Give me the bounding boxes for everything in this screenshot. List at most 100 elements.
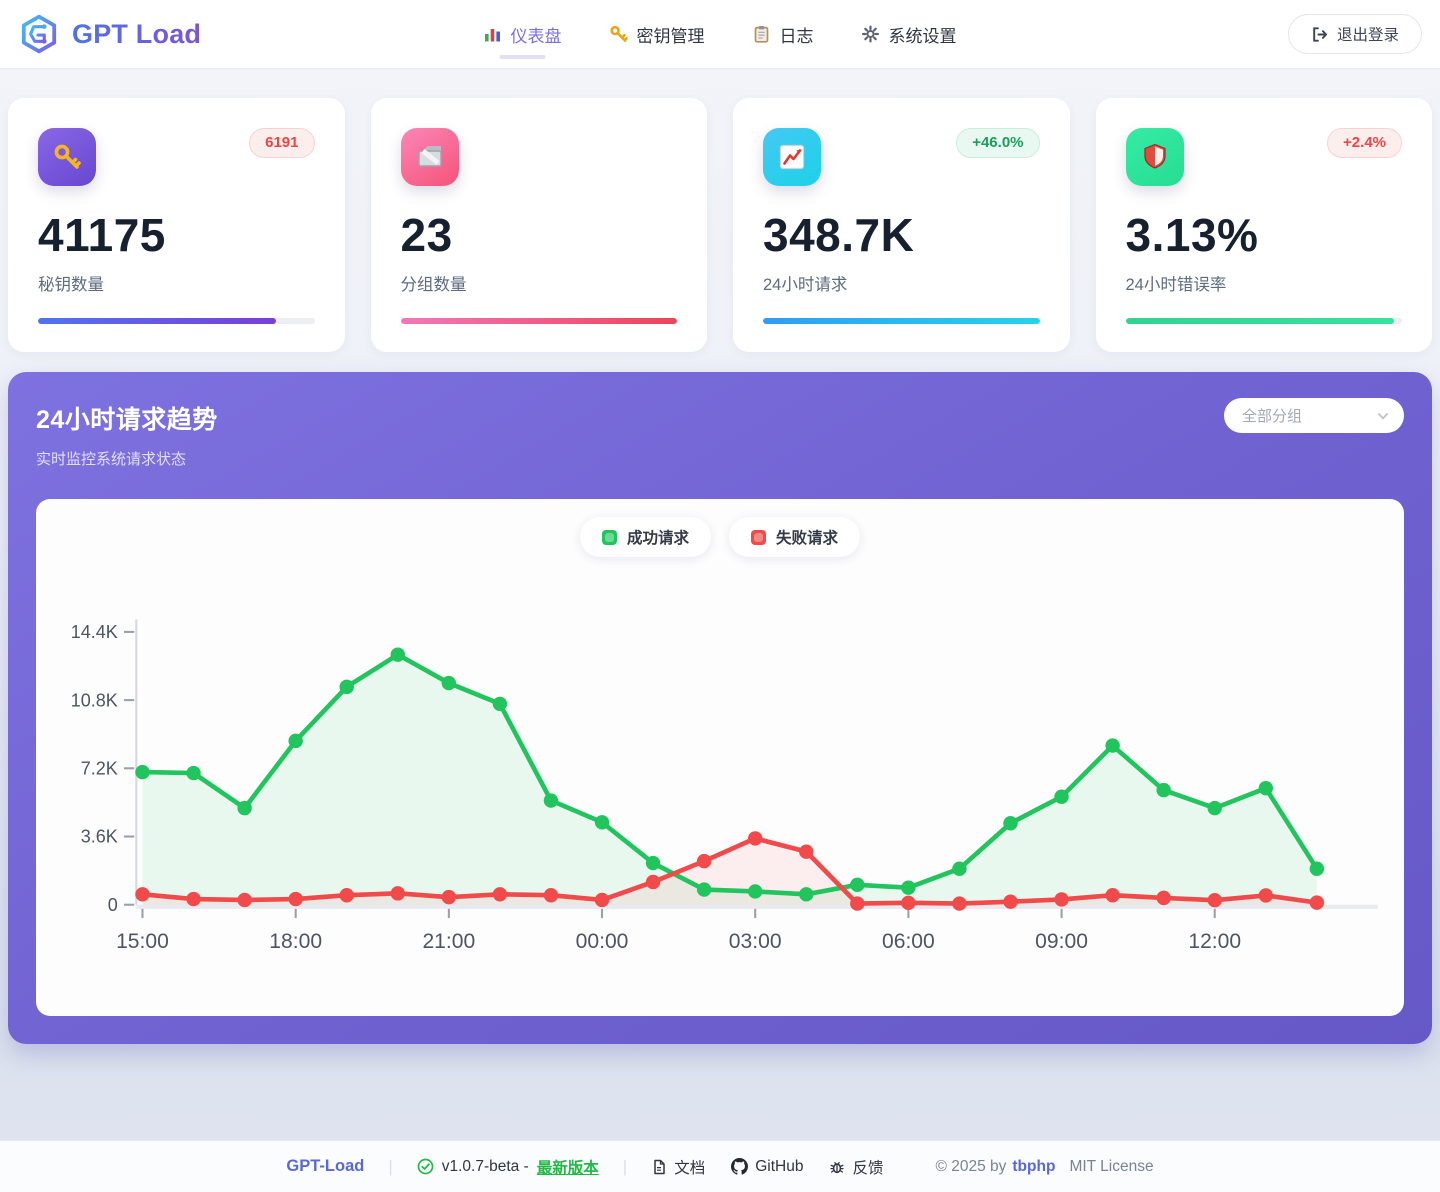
card-index-icon	[400, 128, 459, 186]
stat-label: 秘钥数量	[38, 276, 104, 294]
latest-version-link[interactable]: 最新版本	[536, 1159, 599, 1177]
trend-chart-svg: 0 3.6K 7.2K 10.8K 14.4K 15:00 18:00 21:00 00:00 0…	[71, 619, 1378, 953]
progress-track	[38, 318, 315, 324]
nav-label: 密钥管理	[636, 26, 705, 46]
stat-card-keys: 6191 41175 秘钥数量	[8, 98, 345, 352]
svg-text:0: 0	[108, 895, 118, 915]
progress-track	[400, 318, 677, 324]
clipboard-icon	[753, 25, 771, 43]
nav-item-dashboard[interactable]: 仪表盘	[482, 16, 564, 53]
chart-card: 成功请求 失败请求 0 3.6K 7.2K 10.8K 14.4K 15:00 18:00 2…	[36, 499, 1404, 1016]
legend-success[interactable]: 成功请求	[579, 517, 711, 557]
stat-card-groups: 23 分组数量	[370, 98, 707, 352]
stat-value: 41175	[38, 209, 166, 261]
group-select-dropdown[interactable]: 全部分组	[1224, 398, 1404, 433]
footer-divider: |	[622, 1156, 628, 1176]
svg-text:3.6K: 3.6K	[81, 827, 118, 847]
footer-brand: GPT-Load	[286, 1157, 365, 1175]
main-content: 6191 41175 秘钥数量 23 分组数量	[0, 68, 1440, 1140]
brand: GPT Load	[18, 13, 201, 55]
copyright-text: © 2025 by	[935, 1157, 1007, 1175]
progress-track	[1125, 318, 1402, 324]
svg-text:06:00: 06:00	[882, 930, 935, 953]
svg-text:03:00: 03:00	[729, 930, 782, 953]
nav-label: 系统设置	[888, 26, 957, 46]
progress-fill	[38, 318, 276, 324]
trend-subtitle: 实时监控系统请求状态	[36, 451, 187, 468]
trend-panel: 24小时请求趋势 实时监控系统请求状态 全部分组 成功请求 失败请求	[8, 372, 1432, 1044]
stats-row: 6191 41175 秘钥数量 23 分组数量	[8, 98, 1432, 352]
legend-label: 失败请求	[776, 530, 839, 547]
navbar: GPT Load 仪表盘 密钥管理	[0, 0, 1440, 68]
stat-card-error-rate: +2.4% 3.13% 24小时错误率	[1095, 98, 1432, 352]
stat-card-requests: +46.0% 348.7K 24小时请求	[733, 98, 1070, 352]
stat-badge: +2.4%	[1327, 128, 1402, 158]
trend-line-chart: 0 3.6K 7.2K 10.8K 14.4K 15:00 18:00 21:00 00:00 0…	[56, 565, 1384, 1008]
gear-icon	[862, 25, 880, 43]
main-nav: 仪表盘 密钥管理 日志	[482, 0, 959, 68]
stat-value: 3.13%	[1125, 209, 1259, 261]
svg-text:10.8K: 10.8K	[71, 690, 118, 710]
bar-chart-icon	[484, 25, 502, 43]
stat-badge: 6191	[249, 128, 315, 158]
group-select-value: 全部分组	[1242, 408, 1303, 425]
stat-label: 24小时请求	[763, 276, 848, 294]
nav-item-keys[interactable]: 密钥管理	[608, 16, 707, 53]
svg-text:7.2K: 7.2K	[81, 758, 118, 778]
chevron-down-icon	[1376, 409, 1390, 423]
legend-failure[interactable]: 失败请求	[729, 517, 861, 557]
footer-divider: |	[388, 1156, 393, 1176]
stat-value: 23	[400, 209, 453, 261]
footer: GPT-Load | v1.0.7-beta - 最新版本 | 文档	[0, 1140, 1440, 1192]
bug-icon	[829, 1159, 845, 1175]
stat-label: 24小时错误率	[1125, 276, 1227, 294]
stat-label: 分组数量	[400, 276, 467, 294]
key-icon	[610, 25, 628, 43]
chart-legend: 成功请求 失败请求	[56, 517, 1384, 557]
logout-button[interactable]: 退出登录	[1287, 14, 1422, 54]
nav-label: 日志	[779, 26, 814, 46]
author-link[interactable]: tbphp	[1012, 1157, 1056, 1175]
nav-item-logs[interactable]: 日志	[751, 16, 816, 53]
chart-increasing-icon	[763, 128, 821, 186]
stat-badge: +46.0%	[956, 128, 1040, 158]
docs-link[interactable]: 文档	[651, 1156, 705, 1178]
github-icon	[731, 1158, 749, 1175]
svg-text:00:00: 00:00	[576, 930, 629, 953]
logout-label: 退出登录	[1336, 27, 1399, 44]
success-swatch	[601, 529, 617, 545]
link-label: GitHub	[755, 1157, 804, 1175]
svg-text:18:00: 18:00	[269, 930, 322, 953]
link-label: 反馈	[852, 1159, 884, 1177]
stat-value: 348.7K	[763, 209, 915, 261]
svg-text:15:00: 15:00	[116, 930, 169, 953]
key-icon	[38, 128, 96, 186]
nav-item-settings[interactable]: 系统设置	[860, 16, 959, 53]
gpt-load-logo-icon	[18, 13, 60, 55]
legend-label: 成功请求	[626, 530, 689, 547]
brand-name: GPT Load	[72, 18, 202, 49]
progress-fill	[763, 318, 1040, 324]
progress-fill	[1125, 318, 1394, 324]
feedback-link[interactable]: 反馈	[829, 1156, 884, 1178]
logout-icon	[1311, 26, 1328, 43]
svg-text:21:00: 21:00	[422, 930, 475, 953]
trend-title: 24小时请求趋势	[36, 406, 218, 434]
github-link[interactable]: GitHub	[731, 1158, 803, 1176]
version-text: v1.0.7-beta -	[441, 1157, 529, 1175]
copyright: © 2025 by tbphp MIT License	[936, 1158, 1154, 1176]
document-icon	[651, 1159, 667, 1175]
svg-text:14.4K: 14.4K	[71, 622, 118, 642]
license-link[interactable]: MIT License	[1069, 1157, 1154, 1175]
svg-text:12:00: 12:00	[1188, 930, 1241, 953]
progress-track	[763, 318, 1040, 324]
link-label: 文档	[674, 1159, 706, 1177]
footer-links: 文档 GitHub 反馈	[651, 1156, 884, 1178]
failure-swatch	[751, 529, 766, 545]
shield-icon	[1125, 128, 1184, 186]
version-group: v1.0.7-beta - 最新版本	[417, 1156, 599, 1178]
progress-fill	[400, 318, 677, 324]
nav-label: 仪表盘	[510, 26, 562, 46]
svg-text:09:00: 09:00	[1035, 930, 1088, 953]
check-circle-icon	[417, 1158, 434, 1175]
